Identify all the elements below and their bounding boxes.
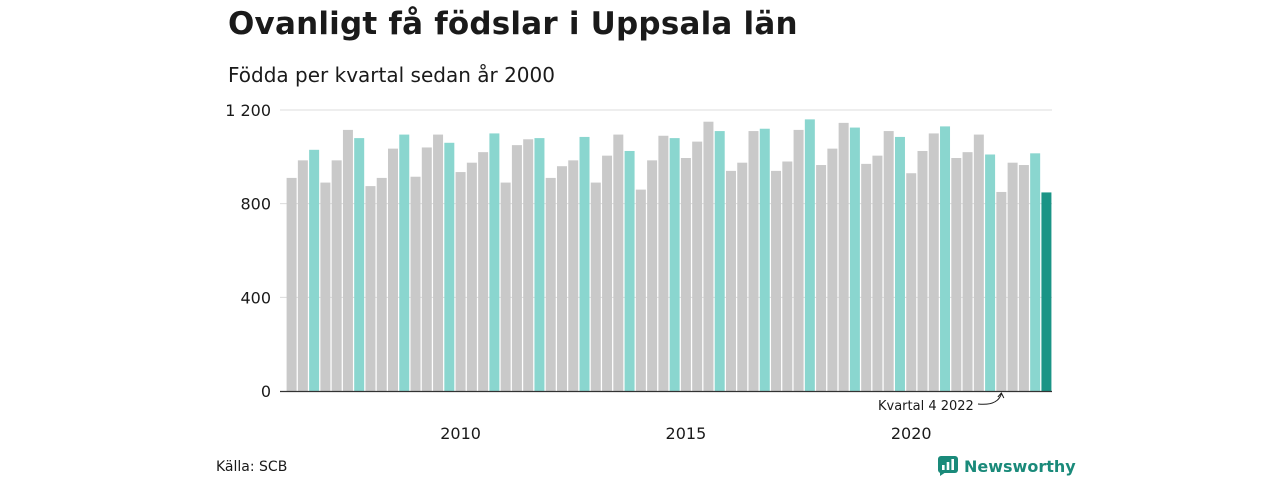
bar xyxy=(410,176,421,391)
bar xyxy=(793,129,804,391)
bar xyxy=(635,189,646,391)
x-tick-label: 2010 xyxy=(440,424,481,443)
bar xyxy=(286,177,297,391)
annotation-label: Kvartal 4 2022 xyxy=(878,399,974,414)
bar xyxy=(545,177,556,391)
bar xyxy=(973,134,984,391)
bar xyxy=(444,142,455,391)
bar xyxy=(421,147,432,391)
bar xyxy=(433,134,444,391)
bar xyxy=(962,152,973,391)
bar xyxy=(827,148,838,391)
bar xyxy=(466,162,477,391)
bar xyxy=(906,173,917,391)
bar xyxy=(365,186,376,391)
bar xyxy=(523,139,534,391)
bar xyxy=(669,138,680,391)
bar xyxy=(511,145,522,391)
bar xyxy=(1007,162,1018,391)
bar xyxy=(1018,165,1029,391)
bar xyxy=(928,133,939,391)
y-tick-label: 0 xyxy=(261,382,271,401)
bar xyxy=(748,131,759,391)
bar xyxy=(297,160,308,391)
bar xyxy=(985,154,996,391)
bar xyxy=(1030,153,1041,391)
newsworthy-icon xyxy=(938,456,958,476)
bar xyxy=(725,170,736,391)
x-tick-label: 2015 xyxy=(666,424,707,443)
bar xyxy=(782,161,793,391)
bar xyxy=(455,172,466,391)
y-tick-label: 1 200 xyxy=(225,101,271,120)
bar xyxy=(342,129,353,391)
bar xyxy=(602,155,613,391)
bar xyxy=(387,148,398,391)
bar xyxy=(804,119,815,391)
bar xyxy=(1041,192,1052,391)
bar xyxy=(940,126,951,392)
bar xyxy=(320,182,331,391)
bar xyxy=(816,165,827,391)
bar xyxy=(534,138,545,391)
bar xyxy=(759,128,770,391)
bar xyxy=(309,149,320,391)
bar xyxy=(613,134,624,391)
bar xyxy=(376,177,387,391)
bar xyxy=(624,150,635,391)
bar xyxy=(951,158,962,391)
bar xyxy=(399,134,410,391)
bar xyxy=(737,162,748,391)
bar xyxy=(478,152,489,391)
x-tick-label: 2020 xyxy=(891,424,932,443)
bar xyxy=(579,136,590,391)
bar xyxy=(883,131,894,391)
bar xyxy=(489,133,500,391)
bar xyxy=(917,150,928,391)
annotation-arrowhead xyxy=(997,392,1005,399)
bar xyxy=(838,122,849,392)
y-tick-label: 400 xyxy=(240,288,271,307)
chart-subtitle: Födda per kvartal sedan år 2000 xyxy=(228,63,555,87)
source-label: Källa: SCB xyxy=(216,459,288,475)
bar xyxy=(590,182,601,391)
bar xyxy=(658,135,669,391)
bar xyxy=(861,163,872,391)
bar xyxy=(703,121,714,391)
bar xyxy=(500,182,511,391)
bar xyxy=(331,160,342,391)
bar xyxy=(894,136,905,391)
bar xyxy=(849,127,860,391)
brand-name: Newsworthy xyxy=(964,456,1076,476)
bar xyxy=(771,170,782,391)
chart-title: Ovanligt få födslar i Uppsala län xyxy=(228,6,798,42)
bar xyxy=(680,158,691,391)
y-tick-label: 800 xyxy=(240,195,271,214)
bar xyxy=(714,131,725,391)
bar xyxy=(568,160,579,391)
newsworthy-logo: Newsworthy xyxy=(938,456,1076,476)
bar xyxy=(872,155,883,391)
bar xyxy=(996,191,1007,391)
bar xyxy=(354,138,365,391)
bar xyxy=(692,141,703,391)
bar xyxy=(647,160,658,391)
annotation-arrow xyxy=(977,393,1002,405)
bar xyxy=(556,166,567,391)
